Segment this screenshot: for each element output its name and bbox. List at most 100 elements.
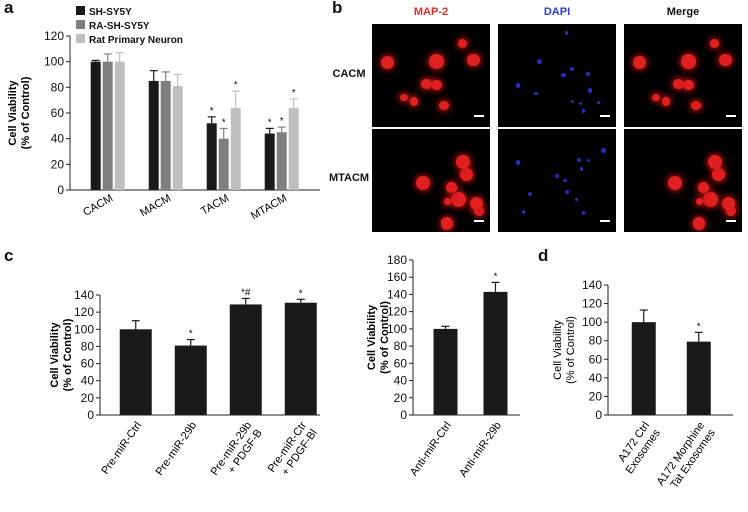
y-tick-label: 120 (44, 29, 64, 43)
x-tick-label: Pre-miR-Ctr+ PDGF-Bl (266, 420, 320, 483)
neuron-cell (443, 197, 452, 205)
y-axis-label: Cell Viability(% of Control) (552, 316, 577, 384)
nucleus-dot (574, 197, 578, 202)
nucleus-dot (579, 166, 584, 171)
bar (174, 345, 207, 415)
nucleus-dot (564, 189, 569, 195)
y-axis-label-line: Cell Viability (7, 80, 19, 146)
bar (230, 107, 241, 190)
y-tick-label: 60 (81, 357, 95, 371)
x-tick-label: A172 CtrlExosomes (613, 419, 663, 476)
neuron-cell (725, 206, 736, 217)
y-tick-label: 20 (394, 391, 408, 405)
legend-label: Rat Primary Neuron (89, 35, 183, 46)
y-tick-label: 100 (387, 322, 407, 336)
bar (483, 291, 508, 415)
neuron-cell (697, 181, 709, 194)
neuron-cell (668, 175, 683, 190)
panel-label-b: b (332, 0, 343, 17)
bar (229, 304, 262, 415)
chart-d: 0 20 40 60 80 100 120 140 Cell Viability(% of Co… (552, 278, 733, 491)
nucleus-dot (533, 91, 538, 96)
bar (264, 133, 275, 190)
x-tick-label: Anti-miR-29b (457, 420, 504, 479)
nucleus-dot (563, 178, 567, 183)
significance-mark: *# (241, 287, 251, 298)
y-axis-label-line: (% of Control) (20, 76, 32, 149)
neuron-cell (428, 54, 444, 69)
y-tick-label: 100 (582, 315, 602, 329)
y-tick-label: 20 (81, 391, 95, 405)
neuron-cell (683, 79, 694, 91)
legend-label: RA-SH-SY5Y (89, 21, 150, 32)
neuron-cell (469, 196, 483, 210)
chart-c2: 0 20 40 60 80 100 120 140 160 180 Cell Viability(%… (366, 253, 520, 479)
neuron-cell (719, 54, 732, 67)
nucleus-dot (596, 100, 600, 104)
y-tick-label: 60 (589, 352, 603, 366)
x-tick-label: Pre-miR-29b+ PDGF-B (209, 420, 265, 485)
neuron-cell (710, 38, 720, 49)
y-tick-label: 80 (394, 339, 408, 353)
x-tick-label: CACM (81, 192, 115, 219)
panel-label-d: d (538, 246, 549, 265)
legend-swatch (76, 34, 85, 43)
significance-mark: * (280, 116, 284, 127)
bar (276, 132, 287, 190)
bar (631, 322, 656, 415)
neuron-cell (721, 196, 735, 210)
y-tick-label: 40 (81, 374, 95, 388)
col-title-dapi: DAPI (543, 6, 571, 18)
nucleus-dot (581, 211, 586, 215)
x-tick-label-line: Pre-miR-29b (154, 420, 200, 478)
image-mtacm-dapi (498, 129, 616, 232)
y-axis-label-line: Cell Viability (366, 304, 378, 370)
bar (160, 80, 171, 190)
scale-bar (600, 220, 610, 222)
x-tick-label-line: CACM (81, 192, 115, 219)
neuron-cell (712, 168, 725, 181)
y-tick-label: 20 (589, 389, 603, 403)
y-tick-label: 140 (387, 287, 407, 301)
y-tick-label: 40 (51, 132, 65, 146)
significance-mark: * (210, 106, 214, 117)
neuron-cell (692, 217, 706, 230)
x-tick-label-line: MTACM (249, 192, 289, 222)
nucleus-dot (570, 66, 575, 71)
neuron-cell (445, 181, 457, 194)
micrograph-panel: MAP-2 DAPI Merge CACM MTACM (328, 0, 748, 240)
nucleus-dot (522, 210, 526, 214)
y-tick-label: 80 (81, 339, 95, 353)
neuron-cell (695, 197, 704, 205)
col-title-map2: MAP-2 (413, 6, 449, 18)
y-tick-label: 0 (400, 408, 407, 422)
nucleus-dot (586, 72, 590, 77)
y-axis-label-line: (% of Control) (379, 301, 391, 374)
neuron-cell (421, 78, 433, 90)
bar (102, 61, 113, 190)
scale-bar (474, 115, 484, 117)
nucleus-dot (536, 58, 542, 64)
y-tick-label: 0 (595, 408, 602, 422)
x-tick-label-line: Pre-miR-Ctrl (99, 420, 144, 477)
nucleus-dot (576, 157, 582, 162)
nucleus-dot (587, 88, 593, 93)
y-tick-label: 80 (51, 80, 65, 94)
scale-bar (726, 115, 736, 117)
y-axis-label-line: (% of Control) (62, 318, 74, 391)
x-tick-label-line: MACM (138, 192, 173, 219)
neuron-cell (703, 192, 718, 207)
y-tick-label: 80 (589, 334, 603, 348)
image-mtacm-merge (624, 129, 742, 232)
bar (686, 341, 711, 415)
nucleus-dot (586, 158, 591, 163)
bar (90, 61, 101, 190)
neuron-cell (673, 78, 685, 90)
y-tick-label: 0 (87, 408, 94, 422)
y-tick-label: 120 (74, 305, 94, 319)
bar (148, 80, 159, 190)
panel-label-a: a (4, 0, 14, 17)
nucleus-dot (601, 147, 606, 153)
legend-swatch (76, 20, 85, 29)
neuron-cell (632, 55, 647, 70)
